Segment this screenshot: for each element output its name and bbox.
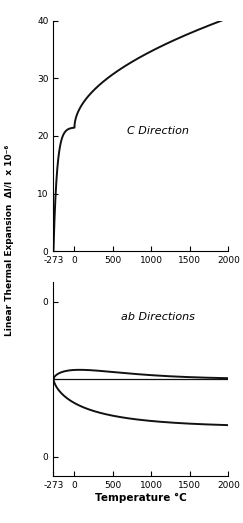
Text: ab Directions: ab Directions [122, 312, 195, 322]
Text: Linear Thermal Expansion  Δl/l  x 10⁻⁶: Linear Thermal Expansion Δl/l x 10⁻⁶ [5, 145, 14, 336]
Text: C Direction: C Direction [128, 127, 189, 137]
X-axis label: Temperature °C: Temperature °C [95, 493, 187, 503]
